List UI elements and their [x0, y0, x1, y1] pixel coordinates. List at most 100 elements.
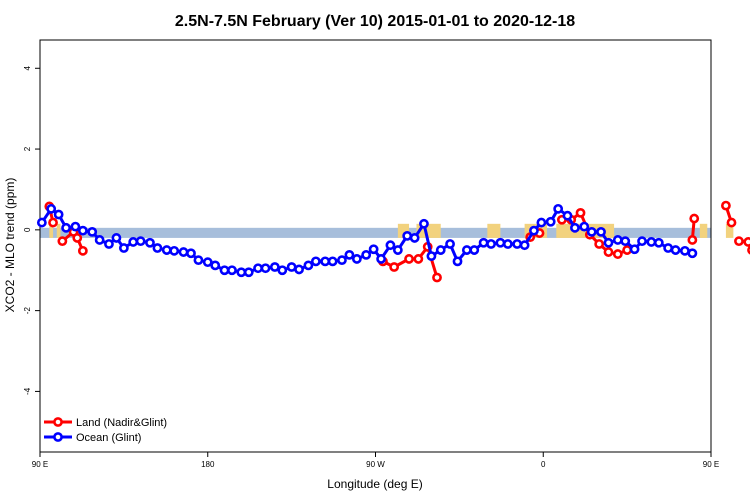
plot-area: -4 -2 0 2 4 90 E 180 90 W 0 90 E Land (Nadir&Glint…	[23, 39, 750, 469]
ocean-series-point	[687, 248, 698, 259]
ocean-series-point	[77, 225, 88, 236]
land-patch	[699, 223, 708, 238]
y-tick-label: -4	[23, 387, 32, 395]
legend-marker	[53, 417, 63, 427]
ocean-series-point	[243, 267, 254, 278]
ocean-series-point	[663, 243, 674, 253]
land-patch	[725, 223, 734, 238]
x-tick-label: 90 E	[32, 460, 48, 469]
ocean-series-point	[320, 256, 331, 267]
y-tick-label: 0	[23, 227, 32, 232]
land-series-point	[603, 247, 614, 257]
legend-marker	[53, 432, 63, 442]
ocean-series-point	[351, 254, 362, 264]
ocean-series-point	[161, 245, 172, 255]
ocean-series-point	[392, 245, 403, 255]
ocean-series-point	[310, 256, 321, 267]
ocean-series-point	[145, 237, 155, 248]
ocean-series-point	[269, 262, 280, 272]
ocean-series-point	[536, 217, 547, 228]
ocean-series-point	[219, 265, 230, 276]
y-axis-label: XCO2 - MLO trend (ppm)	[3, 178, 17, 313]
x-tick-label: 90 E	[703, 460, 719, 469]
land-series-point	[734, 236, 744, 247]
ocean-series-point	[445, 239, 455, 249]
ocean-series-point	[603, 237, 614, 248]
ocean-series-point	[435, 245, 446, 255]
land-series-point	[687, 235, 698, 245]
ocean-series-point	[529, 225, 539, 236]
y-tick-label: -2	[23, 307, 32, 315]
ocean-series-point	[486, 239, 496, 249]
land-series-point	[432, 272, 442, 283]
ocean-series-point	[612, 235, 623, 245]
ocean-series-point	[277, 265, 288, 276]
land-series-point	[689, 213, 700, 224]
legend: Land (Nadir&Glint) Ocean (Glint)	[44, 417, 167, 444]
ocean-series-point	[419, 218, 429, 229]
ocean-series-point	[409, 233, 420, 243]
ocean-series-point	[469, 245, 480, 255]
ocean-series-point	[478, 237, 489, 248]
land-series-point	[72, 233, 83, 243]
ocean-series-point	[452, 256, 463, 267]
ocean-series-point	[586, 226, 597, 237]
ocean-series-point	[87, 226, 98, 237]
ocean-series-point	[646, 237, 657, 247]
ocean-series-point	[152, 243, 163, 253]
ocean-series-point	[327, 256, 338, 267]
land-series-point	[721, 200, 731, 211]
land-series-point	[726, 217, 737, 228]
land-patch	[56, 223, 61, 238]
ocean-series-point	[426, 251, 437, 261]
land-series-point	[743, 237, 750, 247]
land-series-point	[77, 245, 88, 256]
legend-label: Land (Nadir&Glint)	[76, 417, 167, 429]
ocean-series-point	[385, 240, 396, 251]
y-tick-label: 2	[23, 146, 32, 151]
chart-title: 2.5N-7.5N February (Ver 10) 2015-01-01 t…	[175, 13, 575, 30]
land-patch	[397, 223, 410, 238]
land-patch	[49, 223, 54, 238]
ocean-series-point	[629, 244, 640, 255]
ocean-series-point	[227, 265, 237, 276]
ocean-series-point	[94, 235, 105, 245]
ocean-series-point	[253, 263, 263, 274]
ocean-series-point	[376, 254, 386, 264]
land-series-point	[612, 249, 623, 259]
land-series-point	[57, 236, 68, 247]
ocean-series-point	[545, 216, 556, 227]
ocean-series-point	[502, 239, 513, 249]
ocean-series-point	[286, 262, 297, 272]
ocean-series-point	[178, 247, 189, 257]
ocean-series-point	[570, 222, 580, 233]
ocean-series-point	[260, 263, 271, 274]
ocean-series-point	[512, 239, 523, 249]
land-patch	[487, 223, 501, 238]
ocean-series-point	[236, 267, 247, 278]
ocean-series-point	[402, 231, 413, 241]
land-series-point	[389, 262, 400, 272]
ocean-series-point	[135, 236, 146, 247]
x-axis-label: Longitude (deg E)	[327, 477, 422, 491]
land-series-point	[594, 239, 605, 249]
ocean-band	[40, 227, 711, 238]
ocean-series-point	[653, 237, 664, 248]
ocean-series-point	[193, 255, 204, 266]
ocean-series-point	[579, 221, 590, 232]
ocean-series-point	[169, 245, 180, 256]
ocean-series-point	[461, 245, 472, 255]
land-series-point	[413, 254, 424, 264]
x-tick-label: 90 W	[366, 460, 385, 469]
ocean-series-point	[495, 237, 506, 248]
ocean-series-point	[186, 248, 196, 259]
land-series-point	[575, 207, 586, 218]
ocean-series-point	[303, 260, 314, 271]
x-tick-label: 0	[541, 460, 546, 469]
ocean-series-point	[519, 240, 530, 251]
ocean-series-point	[61, 222, 71, 233]
ocean-series-point	[596, 226, 606, 237]
ocean-series-point	[620, 236, 631, 247]
x-tick-label: 180	[201, 460, 215, 469]
